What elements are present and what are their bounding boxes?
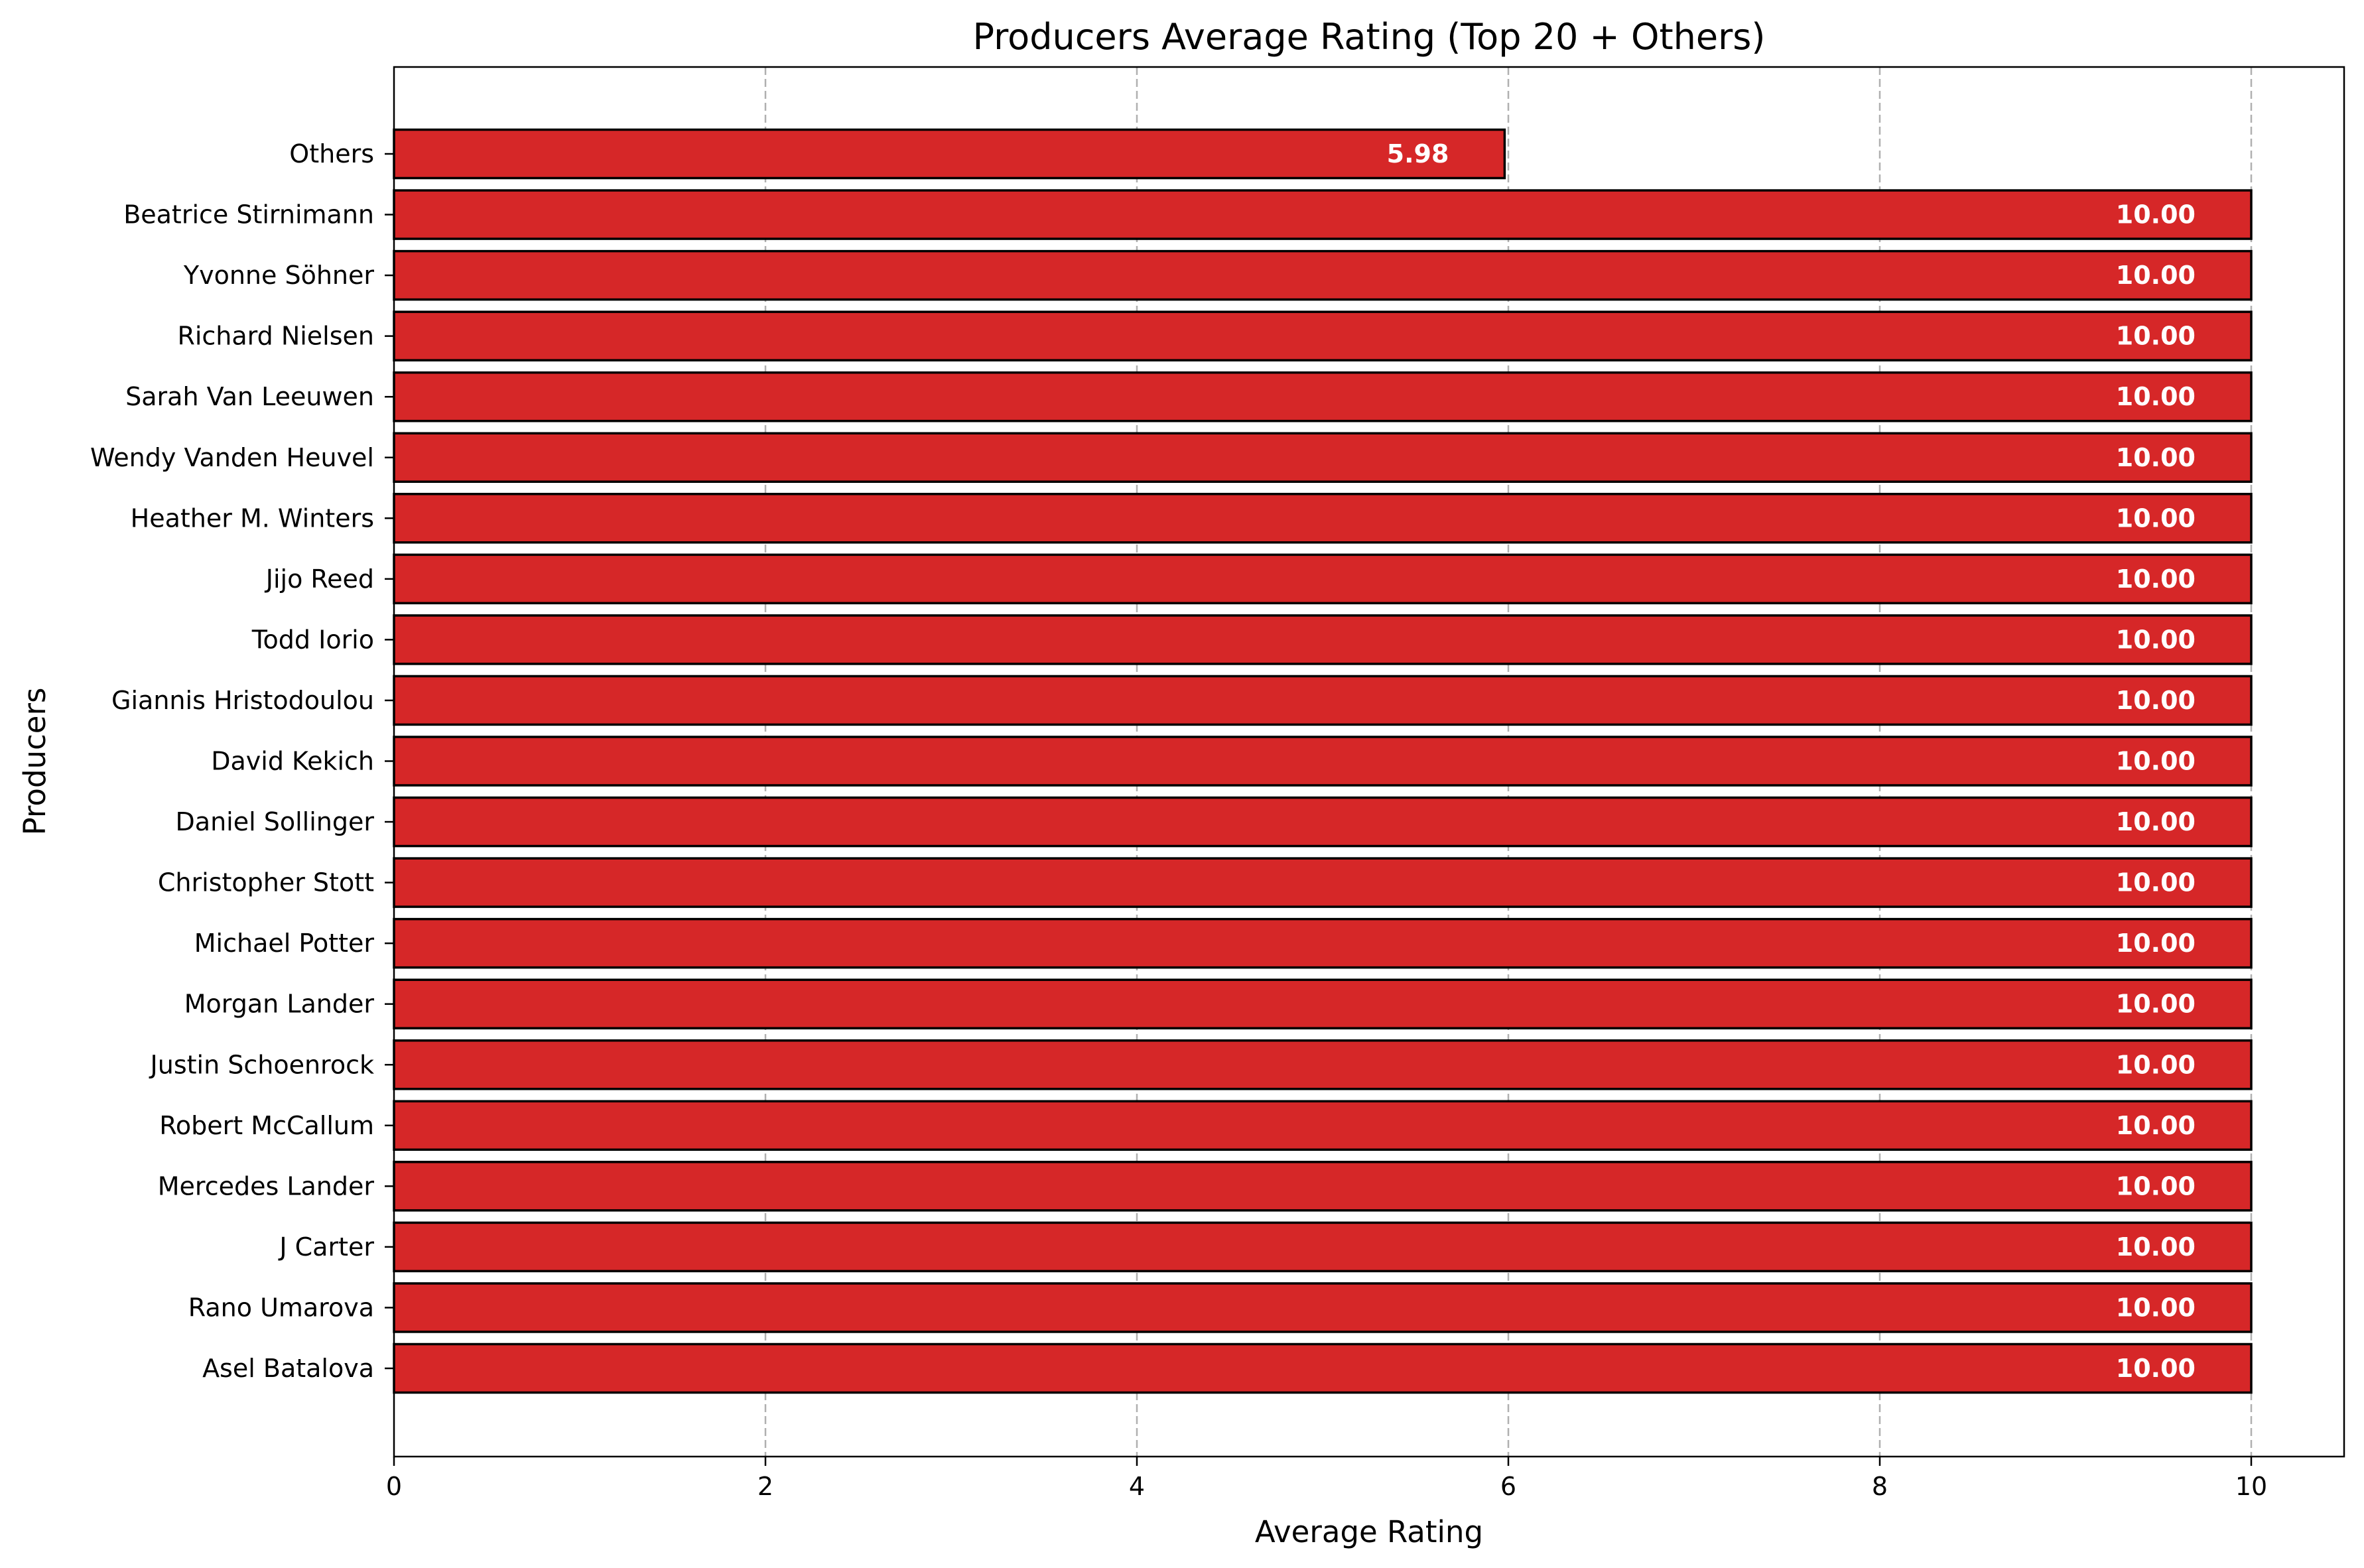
y-tick-label: Mercedes Lander bbox=[158, 1171, 375, 1201]
bar-value-label: 10.00 bbox=[2116, 807, 2196, 836]
y-tick-label: Asel Batalova bbox=[202, 1354, 374, 1383]
y-tick-label: Todd Iorio bbox=[251, 625, 374, 654]
y-tick-label: Jijo Reed bbox=[265, 564, 374, 594]
bar bbox=[393, 1282, 2253, 1333]
y-tick-label: Yvonne Söhner bbox=[183, 261, 374, 290]
bar bbox=[393, 1161, 2253, 1212]
bar bbox=[393, 1100, 2253, 1151]
y-tick-label: Morgan Lander bbox=[184, 990, 375, 1019]
y-tick-label: Rano Umarova bbox=[188, 1293, 374, 1322]
y-tick-label: Wendy Vanden Heuvel bbox=[90, 443, 374, 472]
y-tick-label: J Carter bbox=[278, 1232, 374, 1262]
x-tick-label: 8 bbox=[1872, 1472, 1888, 1501]
bar bbox=[393, 857, 2253, 908]
bar-value-label: 10.00 bbox=[2116, 625, 2196, 654]
bar-value-label: 10.00 bbox=[2116, 322, 2196, 351]
bar-value-label: 5.98 bbox=[1387, 139, 1449, 168]
bar bbox=[393, 736, 2253, 787]
bar bbox=[393, 189, 2253, 240]
bar-value-label: 10.00 bbox=[2116, 200, 2196, 229]
x-tick-label: 10 bbox=[2235, 1472, 2267, 1501]
bar bbox=[393, 553, 2253, 605]
bar bbox=[393, 310, 2253, 361]
bar bbox=[393, 1342, 2253, 1394]
bar-value-label: 10.00 bbox=[2116, 261, 2196, 290]
bar-value-label: 10.00 bbox=[2116, 686, 2196, 715]
y-axis-label: Producers bbox=[17, 688, 52, 836]
bar bbox=[393, 371, 2253, 423]
bar-value-label: 10.00 bbox=[2116, 990, 2196, 1019]
y-tick-label: Robert McCallum bbox=[159, 1111, 374, 1140]
bar-value-label: 10.00 bbox=[2116, 564, 2196, 594]
y-axis-ticks: Others Beatrice Stirnimann Yvonne Söhner Ri… bbox=[90, 139, 394, 1383]
bar-value-label: 10.00 bbox=[2116, 382, 2196, 411]
bar-value-label: 10.00 bbox=[2116, 929, 2196, 958]
bar-value-label: 10.00 bbox=[2116, 1354, 2196, 1383]
bar-value-label: 10.00 bbox=[2116, 868, 2196, 897]
bar bbox=[393, 614, 2253, 665]
bar bbox=[393, 493, 2253, 544]
bar bbox=[393, 917, 2253, 969]
bar bbox=[393, 675, 2253, 726]
bar-value-label: 10.00 bbox=[2116, 1293, 2196, 1322]
y-tick-label: Richard Nielsen bbox=[177, 322, 374, 351]
bar bbox=[393, 978, 2253, 1029]
y-tick-label: David Kekich bbox=[211, 747, 374, 776]
x-axis-ticks: 0 2 4 6 8 10 bbox=[386, 1457, 2267, 1501]
bar-value-labels: 5.98 10.00 10.00 10.00 10.00 10.00 10.00 10.00 1… bbox=[1387, 139, 2196, 1383]
bar-value-label: 10.00 bbox=[2116, 1232, 2196, 1262]
bars bbox=[393, 128, 2253, 1394]
plot-area-frame bbox=[393, 66, 2345, 1458]
y-tick-label: Daniel Sollinger bbox=[176, 807, 375, 836]
bar-value-label: 10.00 bbox=[2116, 1111, 2196, 1140]
y-tick-label: Justin Schoenrock bbox=[149, 1050, 374, 1079]
y-tick-label: Others bbox=[289, 139, 374, 168]
x-tick-label: 6 bbox=[1500, 1472, 1516, 1501]
x-tick-label: 2 bbox=[757, 1472, 773, 1501]
bar-value-label: 10.00 bbox=[2116, 747, 2196, 776]
bar bbox=[393, 249, 2253, 301]
bar bbox=[393, 128, 1506, 180]
y-tick-label: Heather M. Winters bbox=[131, 503, 374, 533]
x-axis-label: Average Rating bbox=[1255, 1514, 1483, 1549]
y-tick-label: Christopher Stott bbox=[158, 868, 374, 897]
x-tick-label: 0 bbox=[386, 1472, 402, 1501]
y-tick-label: Michael Potter bbox=[194, 929, 375, 958]
bar-value-label: 10.00 bbox=[2116, 443, 2196, 472]
y-tick-label: Sarah Van Leeuwen bbox=[125, 382, 374, 411]
y-tick-label: Beatrice Stirnimann bbox=[123, 200, 374, 229]
bar bbox=[393, 1039, 2253, 1090]
bar-value-label: 10.00 bbox=[2116, 1171, 2196, 1201]
y-tick-label: Giannis Hristodoulou bbox=[111, 686, 374, 715]
bar bbox=[393, 1221, 2253, 1273]
bar bbox=[393, 796, 2253, 848]
chart-title: Producers Average Rating (Top 20 + Other… bbox=[973, 16, 1766, 58]
x-tick-label: 4 bbox=[1129, 1472, 1145, 1501]
bar-value-label: 10.00 bbox=[2116, 1050, 2196, 1079]
bar bbox=[393, 432, 2253, 483]
bar-value-label: 10.00 bbox=[2116, 503, 2196, 533]
